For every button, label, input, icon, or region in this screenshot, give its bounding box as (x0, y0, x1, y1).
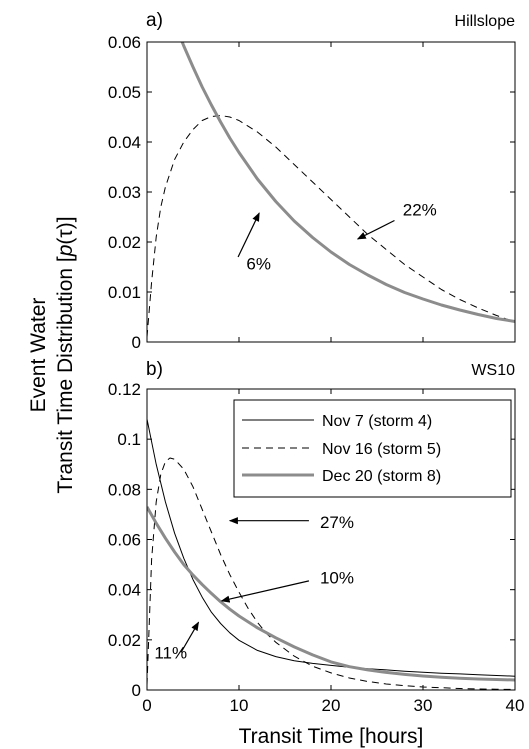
annotation-label: 6% (246, 255, 271, 274)
y-tick-label: 0 (132, 333, 141, 352)
annotation-label: 11% (154, 644, 187, 663)
panel-a-hillslope: a) Hillslope 22% 6% 0 0.01 0.02 0.03 0.04 0.05… (108, 10, 516, 352)
legend-label-storm4: Nov 7 (storm 4) (322, 413, 432, 430)
annotation-arrow (237, 212, 260, 258)
y-tick-label: 0.06 (108, 531, 141, 550)
annotation-label: 22% (403, 201, 437, 220)
y-tick-label: 0.1 (117, 430, 141, 449)
series-line-storm8 (180, 42, 515, 323)
y-tick-label: 0.01 (108, 283, 141, 302)
legend-label-storm5: Nov 16 (storm 5) (322, 441, 441, 458)
y-tick-label: 0.02 (108, 631, 141, 650)
panel-b-annotations: 27% 10% 11% (154, 513, 354, 662)
y-tick-label: 0.06 (108, 33, 141, 52)
panel-a-site-label: Hillslope (455, 13, 516, 30)
annotation-arrow (356, 219, 395, 240)
x-tick-label: 40 (506, 696, 525, 715)
x-tick-label: 0 (142, 696, 151, 715)
y-tick-label: 0.02 (108, 233, 141, 252)
panel-b-site-label: WS10 (471, 362, 515, 379)
panel-b-label: b) (146, 359, 163, 380)
panel-a-label: a) (146, 10, 163, 31)
x-axis-title: Transit Time [hours] (239, 725, 424, 748)
panel-a-axes: 0 0.01 0.02 0.03 0.04 0.05 0.06 (108, 33, 516, 352)
panel-b-axes: 0 0.02 0.04 0.06 0.08 0.1 0.12 0 10 20 30 40 (108, 380, 525, 715)
y-tick-label: 0.12 (108, 380, 141, 399)
x-tick-label: 30 (414, 696, 433, 715)
series-line-storm5 (147, 115, 515, 338)
x-tick-label: 20 (322, 696, 341, 715)
annotation-label: 10% (320, 568, 354, 587)
panel-a-annotations: 22% 6% (237, 201, 437, 274)
annotation-arrow (180, 621, 200, 653)
panel-a-series (147, 42, 515, 338)
y-axis-title-line1: Event Water (27, 298, 50, 413)
x-tick-label: 10 (230, 696, 249, 715)
y-tick-label: 0.04 (108, 581, 141, 600)
legend: Nov 7 (storm 4) Nov 16 (storm 5) Dec 20 … (233, 399, 512, 498)
y-tick-label: 0.05 (108, 83, 141, 102)
series-line-storm8 (147, 506, 515, 682)
annotation-label: 27% (320, 513, 354, 532)
y-tick-label: 0.04 (108, 133, 141, 152)
annotation-arrow (220, 580, 310, 603)
panel-b-ws10: b) WS10 27% 10% 11% 0 0.02 0.04 0.06 0.08 0.1 0.… (108, 359, 525, 715)
series-line-storm4 (147, 419, 515, 677)
y-axis-title-line2: Transit Time Distribution [p(τ)] (54, 216, 77, 493)
y-tick-label: 0.08 (108, 480, 141, 499)
y-tick-label: 0.03 (108, 183, 141, 202)
legend-label-storm8: Dec 20 (storm 8) (322, 468, 441, 485)
y-tick-label: 0 (132, 681, 141, 700)
